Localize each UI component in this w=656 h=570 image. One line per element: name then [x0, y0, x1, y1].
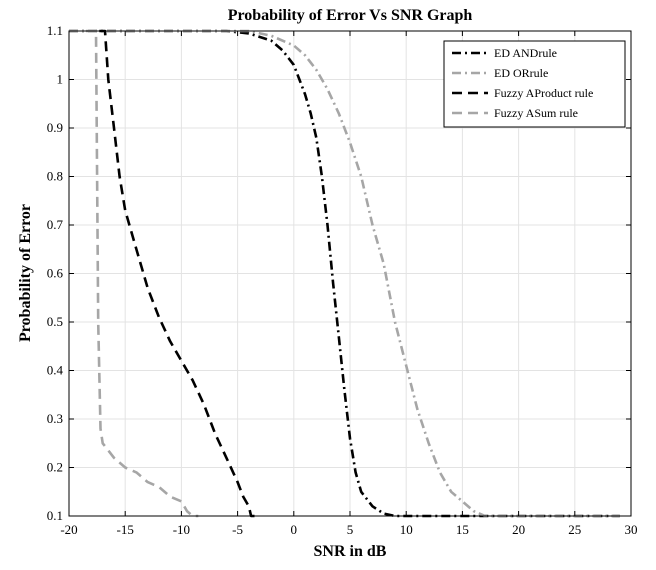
y-tick-label: 0.7: [47, 217, 64, 232]
series-line-1: [69, 29, 620, 518]
legend: ED ANDrule ED ORrule Fuzzy AProduct rule Fu…: [443, 40, 626, 128]
legend-label-3: Fuzzy AProduct rule: [494, 86, 593, 100]
ticks: -20 -15 -10 -5 0 5 10 15 20 25 30 0.1 0.2 0.3 0.4 0.5 0.…: [47, 23, 638, 537]
x-tick-label: 30: [625, 522, 638, 537]
y-tick-label: 0.3: [47, 411, 63, 426]
y-tick-label: 0.1: [47, 508, 63, 523]
y-tick-label: 0.9: [47, 120, 63, 135]
y-tick-label: 0.2: [47, 460, 63, 475]
legend-label-1: ED ANDrule: [494, 46, 557, 60]
y-tick-label: 1.1: [47, 23, 63, 38]
x-tick-label: -20: [60, 522, 77, 537]
series-line-3: [99, 29, 255, 518]
x-tick-label: 20: [512, 522, 525, 537]
series-line-4: [85, 29, 199, 518]
y-tick-label: 0.5: [47, 314, 63, 329]
y-tick-label: 0.6: [47, 266, 64, 281]
y-tick-label: 1: [57, 72, 64, 87]
legend-label-4: Fuzzy ASum rule: [494, 106, 578, 120]
y-axis-title: Probability of Error: [17, 204, 34, 342]
x-tick-label: 15: [456, 522, 469, 537]
x-tick-label: 5: [347, 522, 354, 537]
x-tick-label: -5: [232, 522, 243, 537]
y-tick-label: 0.8: [47, 169, 63, 184]
x-tick-label: 25: [568, 522, 581, 537]
legend-label-2: ED ORrule: [494, 66, 548, 80]
x-tick-label: -15: [117, 522, 134, 537]
x-tick-label: 10: [400, 522, 413, 537]
x-tick-label: -10: [173, 522, 190, 537]
x-axis-title: SNR in dB: [314, 543, 387, 560]
x-tick-label: 0: [291, 522, 298, 537]
y-tick-label: 0.4: [47, 363, 64, 378]
chart-title: Probability of Error Vs SNR Graph: [228, 7, 473, 24]
